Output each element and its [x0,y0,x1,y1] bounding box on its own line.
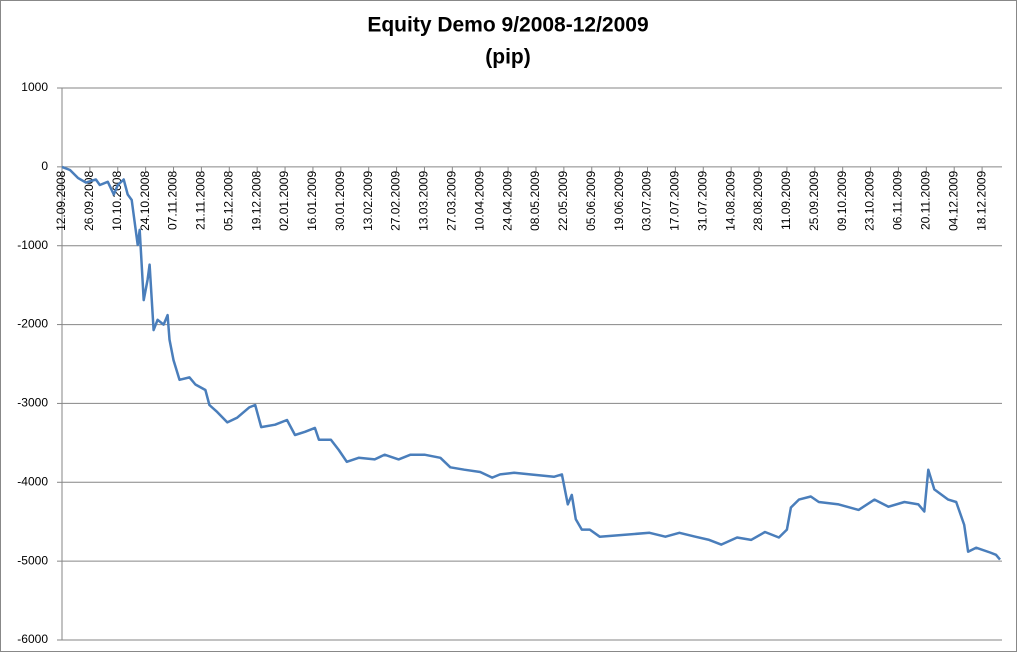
x-tick-label: 19.12.2008 [249,171,263,231]
x-tick-label: 28.08.2009 [751,171,765,231]
y-tick-label: -1000 [17,238,48,252]
y-tick-label: -4000 [17,474,48,488]
x-tick-label: 06.11.2009 [891,171,905,230]
x-tick-label: 24.04.2009 [500,171,514,231]
x-tick-label: 19.06.2009 [612,171,626,231]
y-tick-label: -2000 [17,317,48,331]
x-tick-label: 17.07.2009 [668,171,682,231]
x-tick-label: 16.01.2009 [305,171,319,231]
x-tick-label: 13.03.2009 [417,171,431,231]
x-tick-label: 08.05.2009 [528,171,542,231]
x-tick-label: 18.12.2009 [974,171,988,231]
x-tick-label: 22.05.2009 [556,171,570,231]
x-tick-label: 11.09.2009 [779,171,793,230]
x-tick-label: 05.06.2009 [584,171,598,231]
y-tick-label: -6000 [17,632,48,646]
x-tick-label: 12.09.2008 [54,171,68,231]
y-tick-label: 0 [41,159,48,173]
x-tick-label: 04.12.2009 [946,171,960,231]
y-tick-label: 1000 [21,80,48,94]
x-tick-label: 23.10.2009 [863,171,877,231]
x-tick-label: 31.07.2009 [695,171,709,231]
x-tick-label: 10.10.2008 [110,171,124,231]
equity-line [61,165,1001,561]
x-tick-label: 24.10.2008 [138,171,152,231]
x-tick-label: 02.01.2009 [277,171,291,231]
x-tick-label: 10.04.2009 [472,171,486,231]
x-tick-label: 09.10.2009 [835,171,849,231]
x-tick-label: 03.07.2009 [640,171,654,231]
chart-title: Equity Demo 9/2008-12/2009 [367,14,648,37]
x-tick-label: 05.12.2008 [221,171,235,231]
x-tick-label: 14.08.2009 [723,171,737,231]
x-tick-label: 25.09.2009 [807,171,821,231]
x-tick-label: 27.02.2009 [389,171,403,231]
chart-subtitle: (pip) [485,46,530,69]
x-tick-label: 21.11.2008 [194,171,208,230]
x-tick-label: 13.02.2009 [361,171,375,231]
y-tick-label: -5000 [17,553,48,567]
x-tick-label: 07.11.2008 [166,171,180,230]
x-tick-label: 26.09.2008 [82,171,96,231]
x-tick-label: 30.01.2009 [333,171,347,231]
x-tick-label: 20.11.2009 [918,171,932,230]
y-tick-label: -3000 [17,396,48,410]
x-tick-label: 27.03.2009 [445,171,459,231]
